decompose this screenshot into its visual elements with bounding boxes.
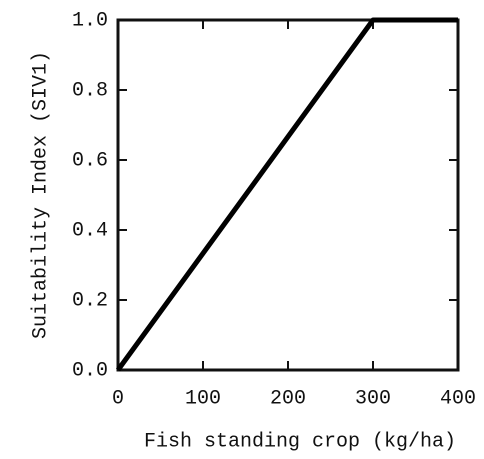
y-tick-label: 0.6 (72, 149, 108, 172)
y-tick-label: 0.4 (72, 219, 108, 242)
x-tick-label: 200 (270, 387, 306, 410)
x-axis-label: Fish standing crop (kg/ha) (144, 430, 456, 453)
y-tick-label: 1.0 (72, 9, 108, 32)
y-tick-label: 0.2 (72, 289, 108, 312)
x-tick-label: 100 (185, 387, 221, 410)
y-tick-label: 0.0 (72, 359, 108, 382)
x-tick-label: 400 (440, 387, 476, 410)
y-axis-label: Suitability Index (SIV1) (29, 51, 52, 339)
plot-frame (116, 18, 460, 372)
data-line (115, 17, 458, 372)
x-tick-label: 0 (112, 387, 124, 410)
y-tick-label: 0.8 (72, 79, 108, 102)
x-tick-label: 300 (355, 387, 391, 410)
